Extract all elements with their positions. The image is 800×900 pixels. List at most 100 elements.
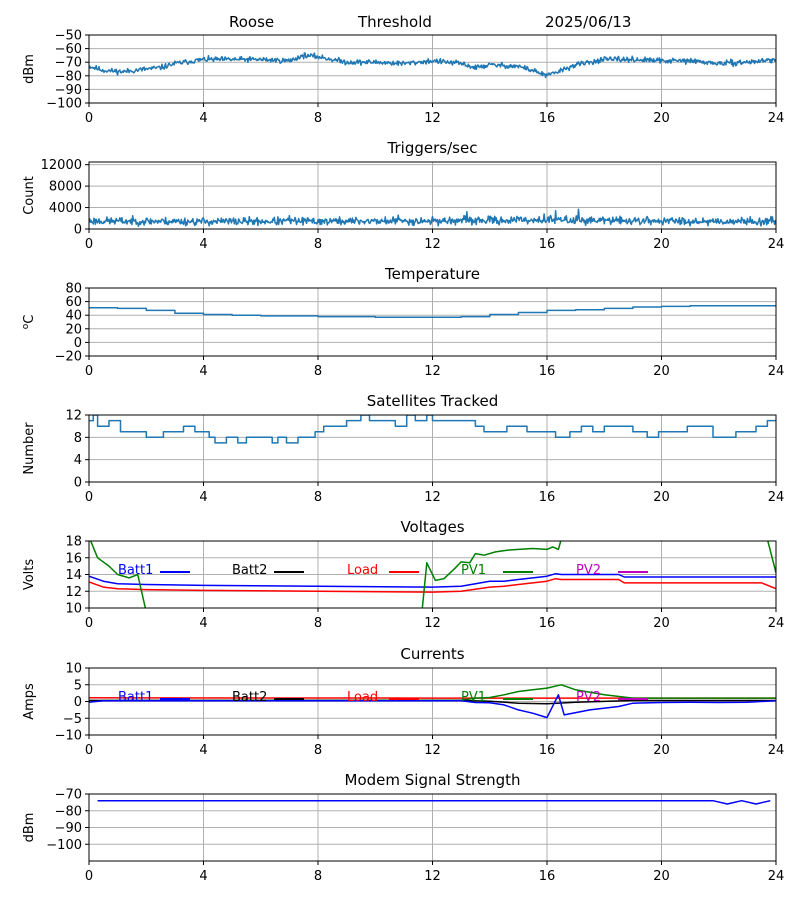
series-group xyxy=(89,541,776,608)
y-tick-label: −90 xyxy=(55,821,82,836)
header-station: Roose xyxy=(229,13,274,31)
x-tick-label: 8 xyxy=(314,237,322,252)
series-group xyxy=(89,415,776,444)
x-tick-label: 12 xyxy=(424,237,441,252)
x-tick-label: 8 xyxy=(314,490,322,505)
y-tick-label: 20 xyxy=(65,322,82,337)
y-tick-label: 14 xyxy=(65,568,82,583)
chart-satellites: 0 4 8 12 16 20 24 0 4 8 12 Satellites Tracked Number xyxy=(22,392,784,505)
series-line-modem xyxy=(97,799,771,805)
legend-label-pv2: PV2 xyxy=(576,690,601,705)
series-line-satellites xyxy=(89,415,776,444)
x-tick-label: 24 xyxy=(768,237,785,252)
y-tick-label: −20 xyxy=(55,350,82,365)
x-tick-label: 12 xyxy=(424,869,441,884)
series-line-triggers xyxy=(89,208,776,227)
x-tick-label: 4 xyxy=(199,237,207,252)
legend-label-load: Load xyxy=(347,563,378,578)
series-line-temperature xyxy=(89,304,776,318)
x-tick-label: 12 xyxy=(424,490,441,505)
x-tick-label: 4 xyxy=(199,869,207,884)
series-line-batt1 xyxy=(89,572,776,588)
x-tick-label: 12 xyxy=(424,111,441,126)
grid-lines xyxy=(88,287,777,357)
y-axis-label: dBm xyxy=(22,813,37,843)
x-tick-label: 16 xyxy=(539,490,556,505)
chart-title: Temperature xyxy=(384,265,480,283)
series-line-pv1 xyxy=(89,541,776,608)
y-tick-label: −80 xyxy=(55,804,82,819)
y-axis-label: Number xyxy=(22,422,37,475)
y-tick-label: −70 xyxy=(55,56,82,71)
y-tick-label: 12 xyxy=(65,585,82,600)
x-tick-label: 20 xyxy=(653,743,670,758)
x-tick-label: 20 xyxy=(653,490,670,505)
y-tick-label: −100 xyxy=(46,97,82,112)
series-group xyxy=(89,304,776,318)
x-tick-label: 16 xyxy=(539,743,556,758)
x-tick-label: 24 xyxy=(768,364,785,379)
chart-triggers: 0 4 8 12 16 20 24 0 4000 8000 12000 Triggers/sec Cou… xyxy=(22,139,784,252)
x-tick-label: 16 xyxy=(539,869,556,884)
y-tick-label: 8 xyxy=(74,431,82,446)
x-tick-label: 0 xyxy=(85,364,93,379)
x-tick-label: 20 xyxy=(653,869,670,884)
legend-label-batt2: Batt2 xyxy=(232,690,267,705)
x-tick-label: 8 xyxy=(314,111,322,126)
degree-mark: o xyxy=(21,323,31,329)
y-tick-label: −60 xyxy=(55,42,82,57)
y-axis-label: Count xyxy=(22,176,37,215)
series-group xyxy=(89,684,776,719)
series-line-batt1 xyxy=(89,694,776,719)
y-axis-label: Amps xyxy=(22,683,37,720)
x-tick-label: 4 xyxy=(199,364,207,379)
chart-title: Triggers/sec xyxy=(387,139,478,157)
series-group xyxy=(89,52,776,79)
y-tick-label: 16 xyxy=(65,551,82,566)
y-axis-label: dBm xyxy=(22,54,37,84)
x-tick-label: 24 xyxy=(768,111,785,126)
x-tick-label: 24 xyxy=(768,869,785,884)
y-tick-label: 0 xyxy=(74,336,82,351)
x-tick-label: 16 xyxy=(539,364,556,379)
x-tick-label: 12 xyxy=(424,616,441,631)
x-tick-label: 0 xyxy=(85,743,93,758)
x-tick-label: 24 xyxy=(768,616,785,631)
series-group xyxy=(89,208,776,227)
x-tick-label: 0 xyxy=(85,616,93,631)
y-tick-label: 0 xyxy=(74,223,82,238)
y-tick-label: 80 xyxy=(65,282,82,297)
grid-lines xyxy=(88,34,777,104)
x-tick-label: 16 xyxy=(539,237,556,252)
legend-label-pv1: PV1 xyxy=(461,690,486,705)
chart-title: Modem Signal Strength xyxy=(345,771,521,789)
y-tick-label: 4 xyxy=(74,453,82,468)
chart-title: Satellites Tracked xyxy=(367,392,498,410)
x-tick-label: 0 xyxy=(85,237,93,252)
x-tick-label: 4 xyxy=(199,743,207,758)
header-date: 2025/06/13 xyxy=(545,13,631,31)
y-tick-label: 12000 xyxy=(41,158,82,173)
x-tick-label: 24 xyxy=(768,490,785,505)
x-tick-label: 0 xyxy=(85,111,93,126)
legend: Batt1 Batt2 Load PV1 PV2 xyxy=(118,690,648,705)
y-tick-label: 0 xyxy=(74,695,82,710)
y-tick-label: 40 xyxy=(65,309,82,324)
chart-modem: 0 4 8 12 16 20 24 −100 −90 −80−70 Modem Signal Str… xyxy=(22,771,784,884)
y-tick-label: 5 xyxy=(74,678,82,693)
y-tick-label: 12 xyxy=(65,409,82,424)
y-tick-label: −90 xyxy=(55,83,82,98)
x-tick-label: 20 xyxy=(653,616,670,631)
y-tick-label: −100 xyxy=(46,838,82,853)
series-line-signal xyxy=(89,52,776,79)
legend-label-batt1: Batt1 xyxy=(118,563,153,578)
series-group xyxy=(97,799,771,805)
x-tick-label: 8 xyxy=(314,616,322,631)
x-tick-label: 12 xyxy=(424,364,441,379)
y-tick-label: 10 xyxy=(65,602,82,617)
